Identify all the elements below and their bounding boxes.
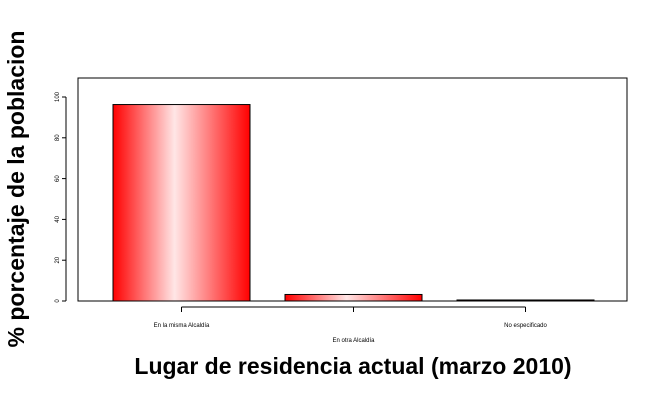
x-tick-label: No especificado — [504, 323, 547, 329]
bar — [284, 293, 423, 302]
y-axis-title: % porcentaje de la poblacion — [3, 31, 29, 348]
y-tick-label: 80 — [55, 134, 61, 141]
bars-group — [112, 104, 595, 302]
bar — [456, 299, 595, 302]
y-tick-label: 20 — [55, 256, 61, 263]
y-tick-label: 0 — [55, 299, 61, 303]
bar — [112, 104, 251, 302]
x-tick-label: En otra Alcaldía — [332, 338, 375, 344]
y-tick-label: 60 — [55, 175, 61, 182]
y-axis: 0 20 40 60 80 100 — [55, 91, 67, 303]
y-tick-label: 100 — [55, 91, 61, 102]
x-axis: En la misma Alcaldía En otra Alcaldía No e… — [154, 306, 548, 344]
x-tick-label: En la misma Alcaldía — [154, 323, 210, 329]
y-tick-label: 40 — [55, 215, 61, 222]
x-axis-title: Lugar de residencia actual (marzo 2010) — [134, 353, 571, 379]
